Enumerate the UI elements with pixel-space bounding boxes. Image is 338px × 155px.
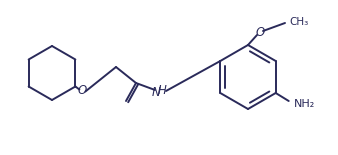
Text: NH₂: NH₂ — [294, 99, 315, 109]
Text: O: O — [256, 27, 265, 40]
Text: H: H — [158, 84, 166, 97]
Text: N: N — [152, 86, 160, 100]
Text: CH₃: CH₃ — [289, 17, 308, 27]
Text: O: O — [78, 84, 87, 97]
